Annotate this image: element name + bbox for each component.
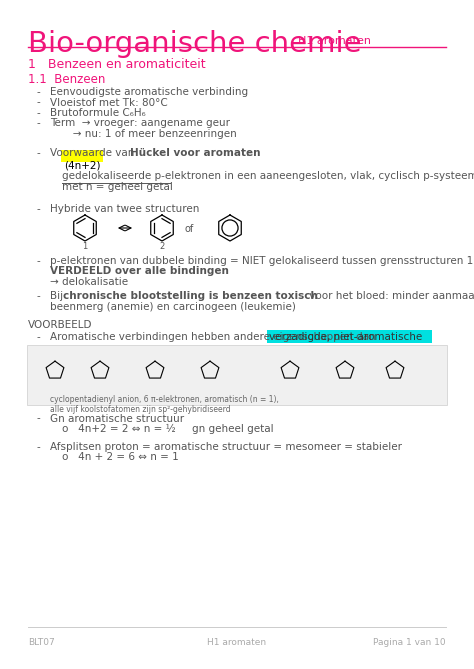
Text: → delokalisatie: → delokalisatie (50, 277, 128, 287)
Text: -: - (37, 87, 41, 97)
Text: Pagina 1 van 10: Pagina 1 van 10 (374, 638, 446, 647)
Text: 1   Benzeen en aromaticiteit: 1 Benzeen en aromaticiteit (28, 58, 206, 71)
Text: -: - (37, 332, 41, 343)
FancyBboxPatch shape (61, 150, 103, 162)
Text: Bio-organische chemie: Bio-organische chemie (28, 30, 362, 58)
Text: Hybride van twee structuren: Hybride van twee structuren (50, 204, 200, 214)
Text: -: - (37, 108, 41, 118)
Text: :: : (246, 148, 250, 158)
Text: 2: 2 (159, 242, 164, 251)
Text: Afsplitsen proton = aromatische structuur = mesomeer = stabieler: Afsplitsen proton = aromatische structuu… (50, 442, 402, 452)
Text: met n = geheel getal: met n = geheel getal (62, 182, 173, 192)
Text: -: - (37, 256, 41, 266)
Text: of: of (185, 224, 194, 234)
Text: Aromatische verbindingen hebben andere eigenschappen dan: Aromatische verbindingen hebben andere e… (50, 332, 379, 343)
Text: beenmerg (anemie) en carcinogeen (leukemie): beenmerg (anemie) en carcinogeen (leukem… (50, 302, 296, 312)
Text: gedelokaliseerde p-elektronen in een aaneengesloten, vlak, cyclisch p-systeem: gedelokaliseerde p-elektronen in een aan… (62, 171, 474, 181)
Text: Gn aromatische structuur: Gn aromatische structuur (50, 413, 184, 423)
Text: chronische blootstelling is benzeen toxisch: chronische blootstelling is benzeen toxi… (63, 291, 318, 301)
Text: H1 aromaten: H1 aromaten (298, 36, 371, 46)
Text: cyclopentadienyl anion, 6 π-elektronen, aromatisch (n = 1),: cyclopentadienyl anion, 6 π-elektronen, … (50, 395, 279, 405)
Text: voor het bloed: minder aanmaak van RBC in: voor het bloed: minder aanmaak van RBC i… (306, 291, 474, 301)
Text: -: - (37, 413, 41, 423)
Text: Vloeistof met Tk: 80°C: Vloeistof met Tk: 80°C (50, 98, 168, 108)
Text: VOORBEELD: VOORBEELD (28, 320, 92, 330)
Text: Hückel voor aromaten: Hückel voor aromaten (130, 148, 261, 158)
Text: -: - (37, 204, 41, 214)
Text: Term  → vroeger: aangename geur: Term → vroeger: aangename geur (50, 118, 230, 128)
Text: -: - (37, 291, 41, 301)
Text: o   4n+2 = 2 ⇔ n = ½     gn geheel getal: o 4n+2 = 2 ⇔ n = ½ gn geheel getal (62, 424, 273, 434)
Text: -: - (37, 442, 41, 452)
Text: Voorwaarde van: Voorwaarde van (50, 148, 137, 158)
Text: → nu: 1 of meer benzeenringen: → nu: 1 of meer benzeenringen (50, 129, 237, 139)
Text: o   4n + 2 = 6 ⇔ n = 1: o 4n + 2 = 6 ⇔ n = 1 (62, 452, 179, 462)
Text: Eenvoudigste aromatische verbinding: Eenvoudigste aromatische verbinding (50, 87, 248, 97)
Text: p-elektronen van dubbele binding = NIET gelokaliseerd tussen grensstructuren 1 &: p-elektronen van dubbele binding = NIET … (50, 256, 474, 266)
Text: 1: 1 (82, 242, 87, 251)
Text: alle vijf koolstofatomen zijn sp²-gehybridiseerd: alle vijf koolstofatomen zijn sp²-gehybr… (50, 405, 231, 413)
FancyBboxPatch shape (27, 345, 447, 405)
Text: BLT07: BLT07 (28, 638, 55, 647)
Text: (4n+2): (4n+2) (64, 160, 100, 170)
Text: VERDEELD over alle bindingen: VERDEELD over alle bindingen (50, 266, 229, 276)
Text: verzadigde, niet-aromatische: verzadigde, niet-aromatische (269, 332, 422, 343)
Text: Brutoformule C₆H₆: Brutoformule C₆H₆ (50, 108, 146, 118)
Text: H1 aromaten: H1 aromaten (208, 638, 266, 647)
Text: -: - (37, 118, 41, 128)
Text: 1.1  Benzeen: 1.1 Benzeen (28, 73, 105, 86)
Text: -: - (37, 98, 41, 108)
Text: Bij: Bij (50, 291, 66, 301)
FancyBboxPatch shape (267, 330, 432, 343)
Text: -: - (37, 148, 41, 158)
